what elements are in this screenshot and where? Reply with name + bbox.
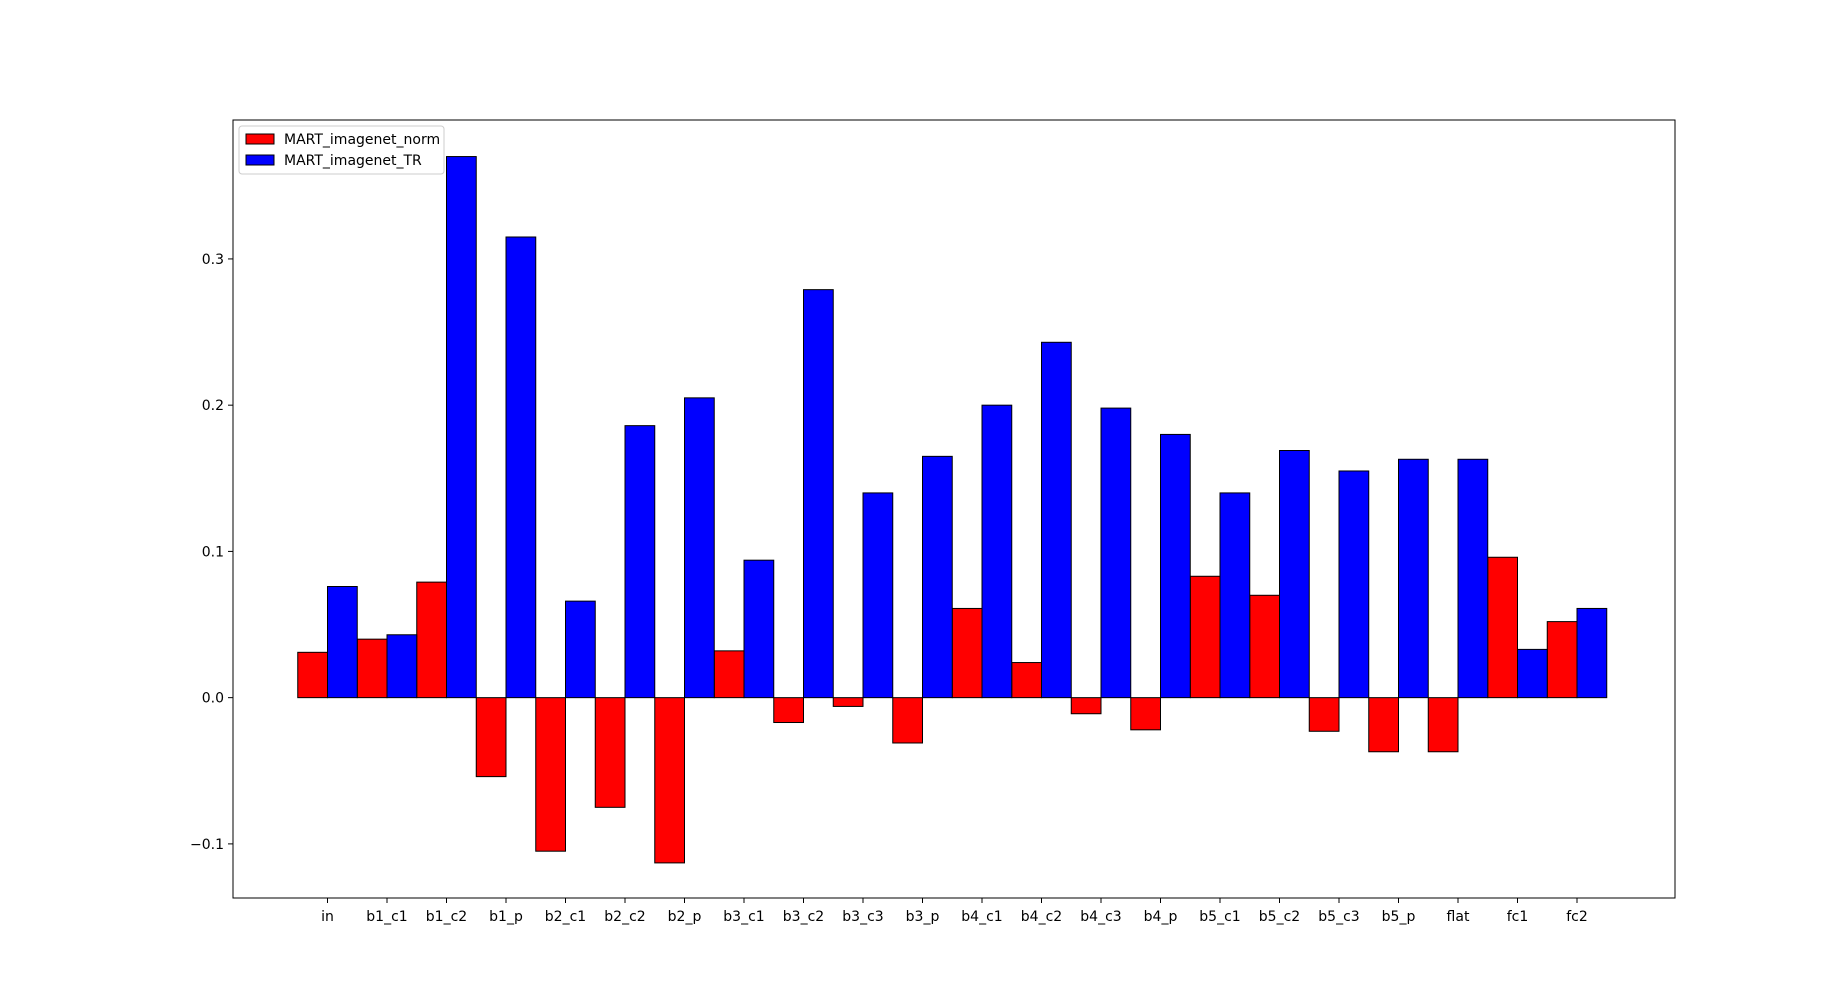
bar-norm-flat xyxy=(1427,697,1459,753)
bar-tr-b5_c2 xyxy=(1279,450,1310,699)
bar-tr-b2_c1 xyxy=(565,600,596,699)
bar-norm-fc1 xyxy=(1487,556,1518,699)
y-tick-label: −0.1 xyxy=(190,837,224,853)
bar-norm-b3_p xyxy=(892,697,923,744)
bar-norm-b4_c2 xyxy=(1011,662,1042,699)
bar-tr-b1_p xyxy=(505,236,537,699)
bar-tr-b3_c1 xyxy=(743,559,775,699)
bar-tr-b4_c2 xyxy=(1041,341,1072,699)
x-tick-label-flat: flat xyxy=(1447,909,1470,925)
x-tick-label-b1_p: b1_p xyxy=(489,909,523,925)
bar-norm-b3_c2 xyxy=(773,697,804,724)
bar-tr-b5_c3 xyxy=(1338,470,1370,699)
y-tick-label: 0.2 xyxy=(202,398,224,414)
legend-swatch-1 xyxy=(245,154,275,166)
bar-tr-fc1 xyxy=(1517,648,1548,699)
bar-tr-in xyxy=(327,586,358,699)
x-tick-label-b3_c2: b3_c2 xyxy=(783,909,824,925)
x-tick-label-b1_c2: b1_c2 xyxy=(426,909,467,925)
axes-layer: −0.1 0.0 0.1 0.2 0.3 in b1_c1 b1_c2 b1_p b2_c1 b2_… xyxy=(190,119,1676,925)
bar-tr-b4_p xyxy=(1160,433,1191,699)
plot-frame xyxy=(232,119,1676,899)
y-tick-label: 0.0 xyxy=(202,691,224,707)
bar-tr-b3_c3 xyxy=(862,492,894,699)
bar-norm-in xyxy=(297,651,328,699)
x-tick-label-b2_c1: b2_c1 xyxy=(545,909,586,925)
bar-tr-b1_c1 xyxy=(386,634,418,699)
x-tick-label-b1_c1: b1_c1 xyxy=(366,909,407,925)
bar-tr-b1_c2 xyxy=(446,156,477,699)
legend-box xyxy=(238,125,445,175)
bar-norm-fc2 xyxy=(1546,621,1578,699)
bar-norm-b5_c3 xyxy=(1308,697,1340,732)
bars-layer xyxy=(297,156,1608,864)
bar-norm-b2_c2 xyxy=(594,697,626,808)
bar-norm-b1_c2 xyxy=(416,581,447,699)
legend-swatch-0 xyxy=(245,133,275,145)
y-tick-label: 0.1 xyxy=(202,544,224,560)
legend: MART_imagenet_norm MART_imagenet_TR xyxy=(238,125,445,175)
bar-norm-b4_c1 xyxy=(951,607,983,699)
bar-norm-b3_c3 xyxy=(832,697,864,707)
x-tick-label-b3_c1: b3_c1 xyxy=(723,909,764,925)
bar-norm-b1_c1 xyxy=(356,638,388,699)
legend-label-0: MART_imagenet_norm xyxy=(284,132,440,148)
y-tick-label: 0.3 xyxy=(202,252,224,268)
bar-tr-b2_p xyxy=(684,397,715,699)
x-tick-label-b4_c3: b4_c3 xyxy=(1080,909,1121,925)
bar-tr-flat xyxy=(1457,458,1489,699)
bar-tr-b5_p xyxy=(1398,458,1429,699)
bar-norm-b5_c1 xyxy=(1189,575,1221,699)
bar-tr-b5_c1 xyxy=(1219,492,1251,699)
x-tick-label-b4_c2: b4_c2 xyxy=(1021,909,1062,925)
x-tick-label-b5_p: b5_p xyxy=(1382,909,1416,925)
x-tick-label-b5_c2: b5_c2 xyxy=(1259,909,1300,925)
bar-norm-b4_p xyxy=(1130,697,1161,731)
x-tick-label-b3_c3: b3_c3 xyxy=(842,909,883,925)
x-tick-label-fc2: fc2 xyxy=(1566,909,1588,925)
bar-tr-b3_c2 xyxy=(803,289,834,699)
bar-norm-b3_c1 xyxy=(713,650,745,699)
bar-tr-b3_p xyxy=(922,455,953,699)
bar-norm-b2_c1 xyxy=(535,697,566,852)
x-tick-label-fc1: fc1 xyxy=(1507,909,1529,925)
x-tick-label-b2_p: b2_p xyxy=(668,909,702,925)
x-tick-label-b5_c1: b5_c1 xyxy=(1199,909,1240,925)
x-tick-label-b2_c2: b2_c2 xyxy=(604,909,645,925)
bar-norm-b1_p xyxy=(475,697,507,778)
x-tick-label-b5_c3: b5_c3 xyxy=(1318,909,1359,925)
bar-tr-fc2 xyxy=(1576,607,1608,699)
bar-tr-b4_c1 xyxy=(981,404,1013,699)
legend-label-1: MART_imagenet_TR xyxy=(284,153,422,169)
bar-norm-b2_p xyxy=(654,697,685,864)
x-tick-label-in: in xyxy=(321,909,334,925)
bar-norm-b5_c2 xyxy=(1249,594,1280,699)
x-tick-label-b3_p: b3_p xyxy=(906,909,940,925)
bar-norm-b4_c3 xyxy=(1070,697,1102,715)
x-tick-label-b4_c1: b4_c1 xyxy=(961,909,1002,925)
bar-tr-b4_c3 xyxy=(1100,407,1132,699)
bar-norm-b5_p xyxy=(1368,697,1399,753)
bar-tr-b2_c2 xyxy=(624,425,656,699)
x-tick-label-b4_p: b4_p xyxy=(1144,909,1178,925)
